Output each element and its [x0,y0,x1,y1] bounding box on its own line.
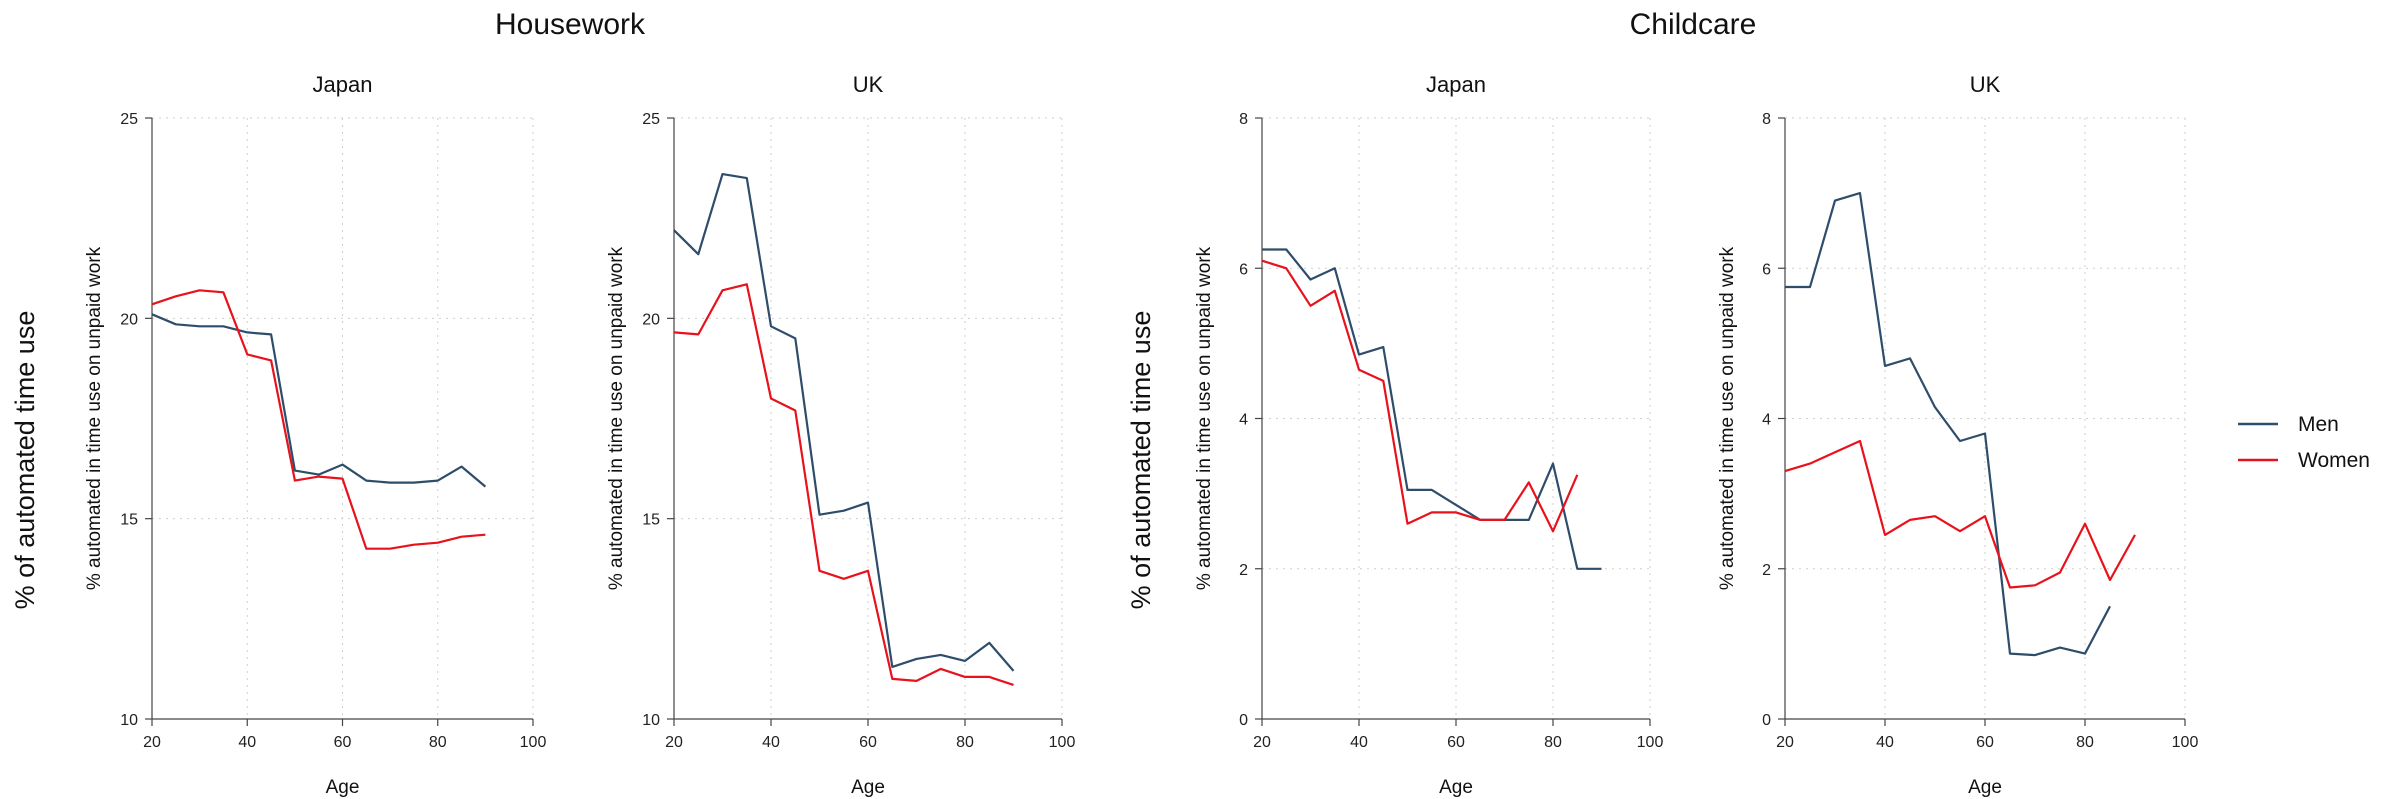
series-line-men [1785,192,2111,657]
legend-label-men: Men [2298,413,2339,436]
x-axis-label: Age [326,777,360,798]
y-tick-label: 10 [120,712,138,729]
x-tick-label: 100 [2172,734,2199,751]
x-axis-label: Age [1968,777,2002,798]
x-tick-label: 20 [143,734,161,751]
y-tick-label: 4 [1762,412,1771,429]
x-tick-label: 60 [859,734,877,751]
series-line-women [673,283,1014,686]
series-line-women [151,289,486,550]
series-line-men [673,173,1015,672]
x-tick-label: 100 [1049,734,1076,751]
x-axis-label: Age [851,777,885,798]
shared-ylabel-childcare: % of automated time use [1126,311,1156,610]
y-axis-label: % automated in time use on unpaid work [1194,246,1215,590]
panel-title: Japan [1426,72,1486,97]
y-tick-label: 20 [642,311,660,328]
y-tick-label: 25 [120,111,138,128]
y-tick-label: 25 [642,111,660,128]
y-tick-label: 0 [1239,712,1248,729]
x-tick-label: 60 [1976,734,1994,751]
y-tick-label: 2 [1239,562,1248,579]
y-tick-label: 6 [1762,261,1771,278]
y-tick-label: 20 [120,311,138,328]
y-tick-label: 8 [1762,111,1771,128]
x-tick-label: 40 [762,734,780,751]
x-tick-label: 40 [1876,734,1894,751]
x-tick-label: 20 [1253,734,1271,751]
x-tick-label: 80 [2076,734,2094,751]
series-line-men [1262,248,1602,570]
x-axis-label: Age [1439,777,1473,798]
x-tick-label: 20 [1776,734,1794,751]
x-tick-label: 20 [665,734,683,751]
panel-childcare-japan: 20 40 60 80 100 0 2 4 6 8 Japan Age % automated in t… [1194,72,1663,798]
y-tick-label: 15 [120,512,138,529]
series-line-women [1261,259,1579,533]
y-axis-label: % automated in time use on unpaid work [606,246,627,590]
panel-childcare-uk: 20 40 60 80 100 0 2 4 6 8 UK Age % automated in time… [1717,72,2198,798]
y-tick-label: 6 [1239,261,1248,278]
y-tick-label: 0 [1762,712,1771,729]
group-title-housework: Housework [495,8,646,41]
y-axis-label: % automated in time use on unpaid work [1717,246,1738,590]
x-tick-label: 80 [1544,734,1562,751]
x-tick-label: 60 [334,734,352,751]
panel-title: Japan [313,72,373,97]
x-tick-label: 60 [1447,734,1465,751]
y-tick-label: 10 [642,712,660,729]
panel-title: UK [853,72,884,97]
legend: Men Women [2238,413,2370,472]
panel-title: UK [1970,72,2001,97]
series-line-women [1784,439,2136,589]
y-tick-label: 15 [642,512,660,529]
x-tick-label: 40 [1350,734,1368,751]
y-tick-label: 8 [1239,111,1248,128]
y-axis-label: % automated in time use on unpaid work [84,246,105,590]
y-tick-label: 2 [1762,562,1771,579]
y-tick-label: 4 [1239,412,1248,429]
group-title-childcare: Childcare [1630,8,1757,41]
legend-label-women: Women [2298,449,2370,472]
panel-housework-japan: 20 40 60 80 100 10 15 20 25 Japan Age % automated i… [84,72,546,798]
x-tick-label: 80 [956,734,974,751]
shared-ylabel-housework: % of automated time use [10,311,40,610]
x-tick-label: 80 [429,734,447,751]
x-tick-label: 40 [238,734,256,751]
series-line-men [151,313,487,488]
panel-housework-uk: 20 40 60 80 100 10 15 20 25 UK Age % automated in t… [606,72,1075,798]
x-tick-label: 100 [520,734,547,751]
x-tick-label: 100 [1637,734,1664,751]
